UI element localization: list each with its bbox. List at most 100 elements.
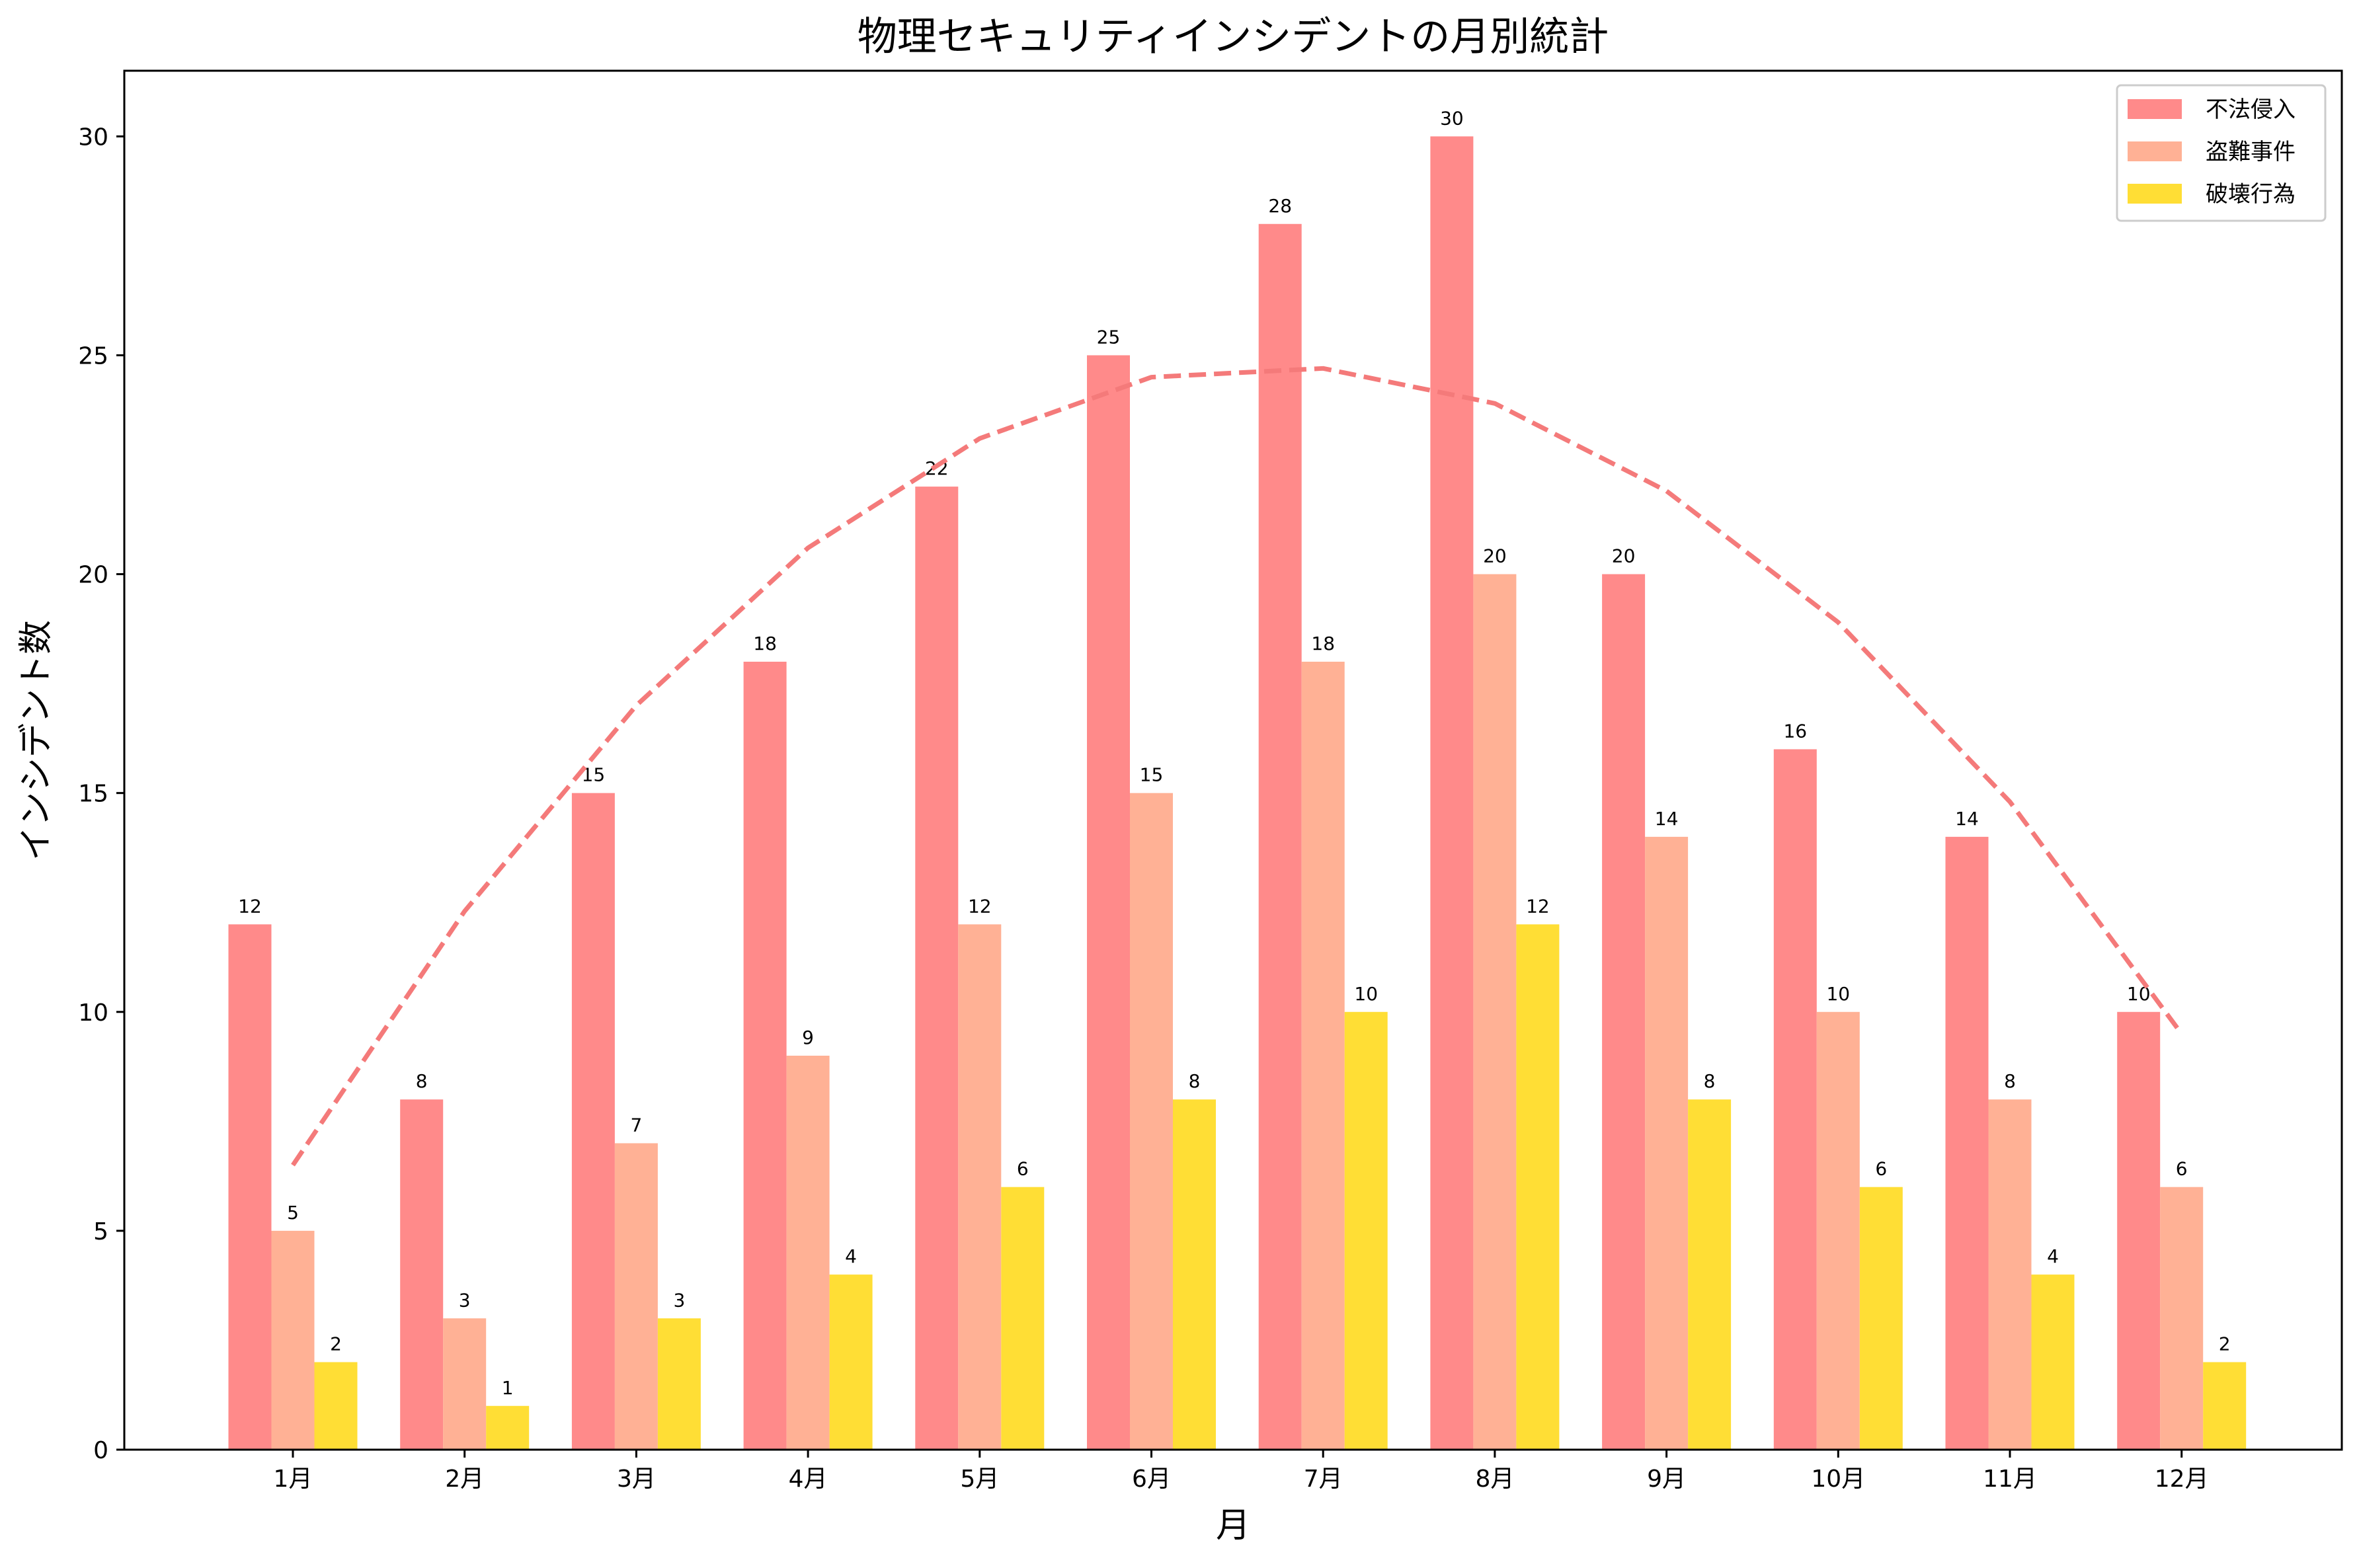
data-label-series3-2: 1 [502, 1377, 514, 1399]
bar-series2-5 [958, 924, 1002, 1450]
data-label-series3-6: 8 [1189, 1070, 1201, 1092]
bar-series2-8 [1473, 574, 1517, 1450]
bar-series1-12 [2117, 1011, 2161, 1450]
bar-series3-4 [829, 1274, 873, 1450]
plot-frame [123, 69, 2343, 1451]
y-tick-label-3: 15 [78, 781, 108, 808]
y-tick-label-4: 20 [78, 562, 108, 589]
data-label-series2-3: 7 [630, 1114, 642, 1136]
data-label-series3-10: 6 [1875, 1158, 1887, 1180]
data-label-series3-3: 3 [673, 1289, 685, 1311]
data-label-series2-1: 5 [287, 1202, 299, 1224]
legend-swatch-2 [2128, 141, 2182, 161]
data-label-series1-1: 12 [238, 895, 262, 917]
bar-series3-8 [1516, 924, 1560, 1450]
bar-series3-10 [1859, 1187, 1903, 1450]
bar-series3-2 [486, 1405, 530, 1450]
chart-title: 物理セキュリティインシデントの月別統計 [858, 14, 1609, 60]
bar-series1-11 [1945, 836, 1989, 1450]
bar-series3-3 [657, 1318, 701, 1450]
legend-swatch-1 [2128, 99, 2182, 119]
bar-series2-6 [1130, 793, 1173, 1450]
y-tick-label-6: 30 [78, 124, 108, 151]
bar-series1-4 [743, 662, 787, 1450]
data-label-series2-10: 10 [1826, 983, 1850, 1005]
y-axis-label: インシデント数 [17, 620, 56, 861]
x-tick-label-11: 12月 [2155, 1466, 2209, 1493]
data-label-series2-4: 9 [802, 1027, 814, 1048]
y-tick-label-0: 0 [93, 1437, 108, 1464]
data-label-series1-2: 8 [416, 1070, 428, 1092]
x-tick-label-6: 7月 [1304, 1466, 1343, 1493]
data-label-series1-9: 20 [1612, 545, 1636, 567]
data-label-series3-12: 2 [2219, 1333, 2231, 1355]
data-label-series1-4: 18 [753, 633, 777, 654]
x-tick-label-2: 3月 [617, 1466, 656, 1493]
legend-swatch-3 [2128, 184, 2182, 204]
bar-series3-11 [2031, 1274, 2075, 1450]
data-label-series2-8: 20 [1483, 545, 1507, 567]
bar-series2-3 [614, 1143, 658, 1450]
bar-series3-1 [314, 1362, 358, 1450]
data-label-series1-7: 28 [1268, 195, 1292, 217]
bar-series2-2 [443, 1318, 487, 1450]
legend-label-1: 不法侵入 [2206, 97, 2296, 123]
bar-series2-11 [1988, 1099, 2032, 1450]
data-label-series3-9: 8 [1704, 1070, 1716, 1092]
data-label-series3-7: 10 [1354, 983, 1378, 1005]
x-tick-label-3: 4月 [789, 1466, 828, 1493]
bars-layer [228, 136, 2247, 1450]
x-axis-label: 月 [1216, 1506, 1250, 1546]
bar-series3-5 [1001, 1187, 1045, 1450]
data-label-series2-6: 15 [1140, 764, 1164, 786]
x-tick-label-8: 9月 [1647, 1466, 1686, 1493]
bar-series1-2 [400, 1099, 444, 1450]
data-label-series3-1: 2 [330, 1333, 342, 1355]
data-label-series3-11: 4 [2047, 1245, 2059, 1267]
x-tick-label-9: 10月 [1811, 1466, 1865, 1493]
x-tick-label-5: 6月 [1132, 1466, 1171, 1493]
bar-series2-9 [1645, 836, 1689, 1450]
bar-series1-10 [1773, 749, 1817, 1450]
data-label-series3-8: 12 [1526, 895, 1550, 917]
legend-label-2: 盗難事件 [2206, 139, 2296, 165]
data-label-series2-9: 14 [1655, 808, 1679, 830]
bar-series1-6 [1087, 355, 1130, 1450]
trend-layer [291, 366, 2184, 1167]
data-label-series1-6: 25 [1097, 326, 1121, 348]
bar-series3-6 [1173, 1099, 1216, 1450]
bar-series2-12 [2160, 1187, 2204, 1450]
trend-line [291, 366, 2184, 1167]
data-label-series1-8: 30 [1440, 107, 1464, 129]
x-tick-label-0: 1月 [274, 1466, 313, 1493]
x-tick-label-7: 8月 [1475, 1466, 1514, 1493]
data-label-series1-10: 16 [1783, 720, 1807, 742]
data-label-series2-2: 3 [459, 1289, 471, 1311]
data-label-series2-11: 8 [2004, 1070, 2016, 1092]
bar-series2-7 [1301, 662, 1345, 1450]
y-tick-label-1: 5 [93, 1218, 108, 1245]
bar-series3-9 [1688, 1099, 1732, 1450]
data-label-series2-7: 18 [1311, 633, 1335, 654]
bar-series1-1 [228, 924, 272, 1450]
y-tick-label-5: 25 [78, 342, 108, 370]
data-label-series3-4: 4 [845, 1245, 857, 1267]
bar-series1-3 [571, 793, 615, 1450]
bar-series1-8 [1430, 136, 1474, 1450]
data-label-series3-5: 6 [1017, 1158, 1029, 1180]
data-label-series1-11: 14 [1955, 808, 1979, 830]
y-tick-label-2: 10 [78, 1000, 108, 1027]
x-tick-label-10: 11月 [1983, 1466, 2037, 1493]
data-label-series2-12: 6 [2176, 1158, 2188, 1180]
bar-series2-10 [1816, 1011, 1860, 1450]
data-label-series2-5: 12 [968, 895, 992, 917]
bar-series1-7 [1258, 223, 1302, 1450]
bar-series3-12 [2203, 1362, 2247, 1450]
x-tick-label-1: 2月 [445, 1466, 484, 1493]
bar-series1-9 [1602, 574, 1646, 1450]
